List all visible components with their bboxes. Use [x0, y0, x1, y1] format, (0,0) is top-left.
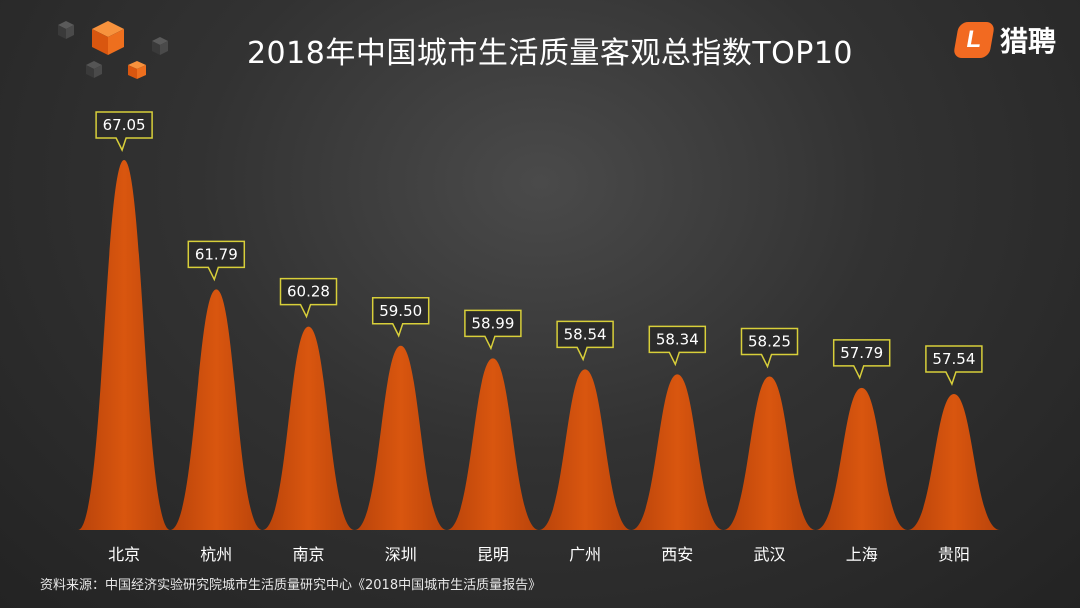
- peak-10: [907, 394, 1000, 530]
- data-label-box: [464, 309, 522, 351]
- cube-icon: [58, 21, 74, 39]
- category-label-7: 西安: [661, 545, 693, 564]
- source-note: 资料来源：中国经济实验研究院城市生活质量研究中心《2018中国城市生活质量报告》: [40, 578, 542, 593]
- data-label-1: 67.05: [95, 111, 153, 152]
- data-label-2: 61.79: [187, 240, 246, 282]
- data-label-4: 59.50: [371, 297, 430, 338]
- data-label-box: [556, 320, 614, 362]
- peak-7: [631, 374, 724, 530]
- data-label-text: 58.99: [471, 314, 514, 332]
- cube-icon: [92, 21, 124, 55]
- data-label-text: 67.05: [103, 116, 146, 134]
- data-label-box: [371, 297, 430, 338]
- category-label-3: 南京: [292, 545, 324, 564]
- data-label-10: 57.54: [925, 345, 983, 386]
- data-label-9: 57.79: [832, 339, 891, 380]
- data-label-text: 57.79: [840, 344, 883, 362]
- category-label-9: 上海: [846, 545, 878, 564]
- cube-icon: [128, 61, 146, 79]
- data-label-box: [279, 277, 338, 319]
- data-label-8: 58.25: [740, 327, 799, 369]
- data-label-text: 57.54: [932, 350, 975, 368]
- cube-icon: [152, 37, 168, 55]
- category-label-1: 北京: [108, 545, 140, 564]
- data-label-text: 58.54: [564, 325, 607, 343]
- category-label-5: 昆明: [477, 545, 509, 564]
- data-label-3: 60.28: [279, 277, 338, 319]
- chart-title: 2018年中国城市生活质量客观总指数TOP10: [246, 36, 854, 71]
- peak-4: [354, 345, 447, 530]
- logo-text: 猎聘: [999, 25, 1056, 58]
- data-label-text: 58.25: [748, 333, 791, 351]
- data-label-box: [832, 339, 891, 380]
- cube-icon: [86, 61, 102, 78]
- peak-3: [262, 326, 355, 530]
- category-label-6: 广州: [569, 545, 601, 564]
- data-label-box: [95, 111, 153, 152]
- category-label-2: 杭州: [200, 545, 232, 564]
- data-label-box: [925, 345, 983, 386]
- data-label-text: 59.50: [379, 302, 422, 320]
- data-label-box: [187, 240, 246, 282]
- peak-5: [446, 358, 539, 530]
- data-label-box: [740, 327, 799, 369]
- decorative-cubes-icon: [58, 21, 168, 79]
- data-label-6: 58.54: [556, 320, 614, 362]
- peak-9: [815, 387, 908, 530]
- data-label-7: 58.34: [648, 325, 707, 367]
- peak-8: [723, 376, 816, 530]
- category-label-8: 武汉: [753, 545, 785, 564]
- data-label-text: 61.79: [195, 245, 238, 263]
- peak-6: [539, 369, 632, 530]
- category-label-10: 贵阳: [938, 545, 970, 564]
- data-label-box: [648, 325, 707, 367]
- data-label-5: 58.99: [464, 309, 522, 351]
- peak-1: [78, 160, 171, 530]
- data-label-text: 60.28: [287, 283, 330, 301]
- peak-2: [170, 289, 263, 530]
- category-label-4: 深圳: [385, 545, 417, 564]
- brand-logo: L 猎聘: [952, 20, 1056, 60]
- data-label-text: 58.34: [656, 330, 699, 348]
